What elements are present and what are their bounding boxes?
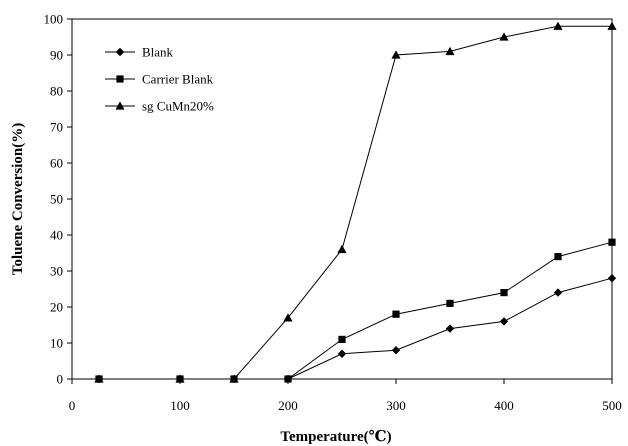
x-tick-label: 400 — [494, 398, 514, 413]
y-tick-label: 70 — [50, 120, 63, 135]
x-tick-label: 200 — [278, 398, 298, 413]
x-tick-label: 0 — [69, 398, 76, 413]
legend-item: sg CuMn20% — [105, 99, 214, 114]
data-point-diamond — [499, 317, 509, 326]
y-tick-label: 10 — [50, 336, 63, 351]
y-tick-label: 20 — [50, 300, 63, 315]
y-tick-label: 50 — [50, 192, 63, 207]
y-tick-label: 30 — [50, 264, 63, 279]
y-tick-label: 0 — [57, 372, 64, 387]
data-point-triangle — [229, 374, 239, 383]
data-point-triangle — [391, 50, 401, 59]
x-tick-label: 300 — [386, 398, 406, 413]
legend-marker-triangle — [115, 101, 125, 110]
series-line-square — [99, 241, 613, 380]
data-point-triangle — [445, 46, 455, 56]
data-point-triangle — [499, 32, 509, 41]
data-point-triangle — [337, 244, 347, 254]
x-tick-label: 100 — [170, 398, 190, 413]
y-tick-label: 80 — [50, 84, 63, 99]
data-point-diamond — [337, 349, 347, 358]
legend-marker-square — [116, 75, 124, 83]
legend-label: Blank — [142, 45, 174, 60]
legend-item: Blank — [105, 45, 174, 60]
data-point-square — [608, 238, 616, 246]
series-line-triangle — [99, 25, 612, 380]
data-point-triangle — [607, 21, 617, 30]
y-tick-label: 90 — [50, 48, 63, 63]
data-point-square — [500, 289, 508, 297]
y-tick-label: 100 — [44, 12, 64, 27]
y-axis-title: Toluene Conversion(%) — [10, 123, 26, 275]
data-point-diamond — [391, 346, 401, 355]
data-point-square — [446, 299, 454, 307]
legend-marker-diamond — [115, 47, 125, 57]
x-tick-label: 500 — [602, 398, 622, 413]
data-point-diamond — [553, 288, 563, 297]
data-point-triangle — [175, 374, 185, 383]
series-line-diamond — [99, 277, 613, 380]
data-point-triangle — [283, 313, 293, 322]
legend-item: Carrier Blank — [105, 72, 214, 87]
data-point-square — [554, 253, 562, 261]
data-point-square — [392, 310, 400, 318]
x-axis-title: Temperature(℃) — [280, 429, 391, 445]
legend: Blank Carrier Blank sg CuMn20% — [105, 45, 214, 114]
data-point-square — [338, 335, 346, 343]
plot-area: 0 10 20 30 40 50 60 70 80 90 100 0 100 200 300 400 500 — [44, 12, 622, 414]
data-point-triangle — [553, 21, 563, 30]
legend-label: sg CuMn20% — [142, 99, 214, 114]
data-point-square — [284, 375, 292, 383]
data-point-diamond — [445, 324, 455, 333]
y-tick-label: 40 — [50, 228, 63, 243]
y-tick-label: 60 — [50, 156, 63, 171]
legend-label: Carrier Blank — [142, 72, 214, 87]
data-point-triangle — [94, 374, 104, 383]
data-point-diamond — [607, 274, 617, 283]
